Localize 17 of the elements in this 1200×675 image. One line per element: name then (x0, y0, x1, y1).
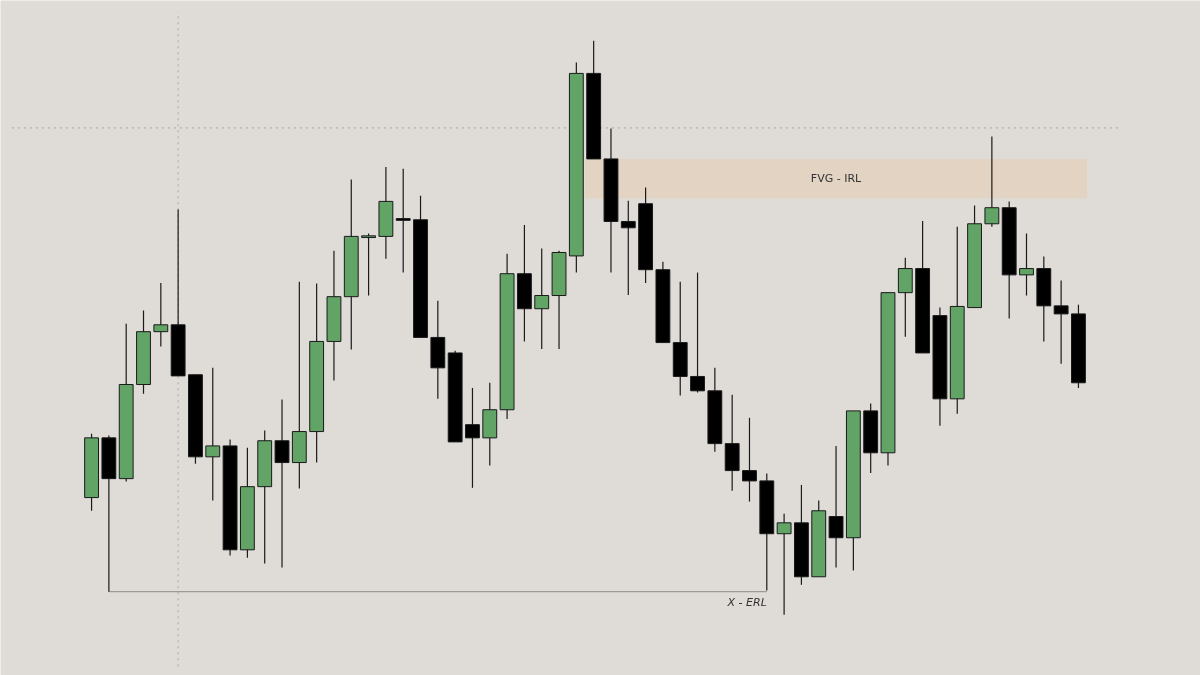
candlestick (534, 247, 550, 350)
candlestick (465, 387, 480, 489)
candlestick (690, 271, 705, 394)
candlestick (274, 398, 290, 569)
candlestick (361, 232, 377, 297)
candlestick (776, 513, 792, 616)
candlestick (828, 445, 844, 569)
candlestick (153, 282, 169, 348)
candlestick (205, 367, 221, 502)
candlestick (395, 168, 411, 274)
ref-line-label: X - ERL (726, 595, 767, 609)
candlestick (1019, 232, 1034, 297)
candlestick (984, 135, 1000, 228)
band-label: FVG - IRL (810, 172, 863, 186)
candlestick (742, 417, 757, 503)
candlestick (1053, 280, 1069, 365)
candlestick (620, 200, 636, 296)
